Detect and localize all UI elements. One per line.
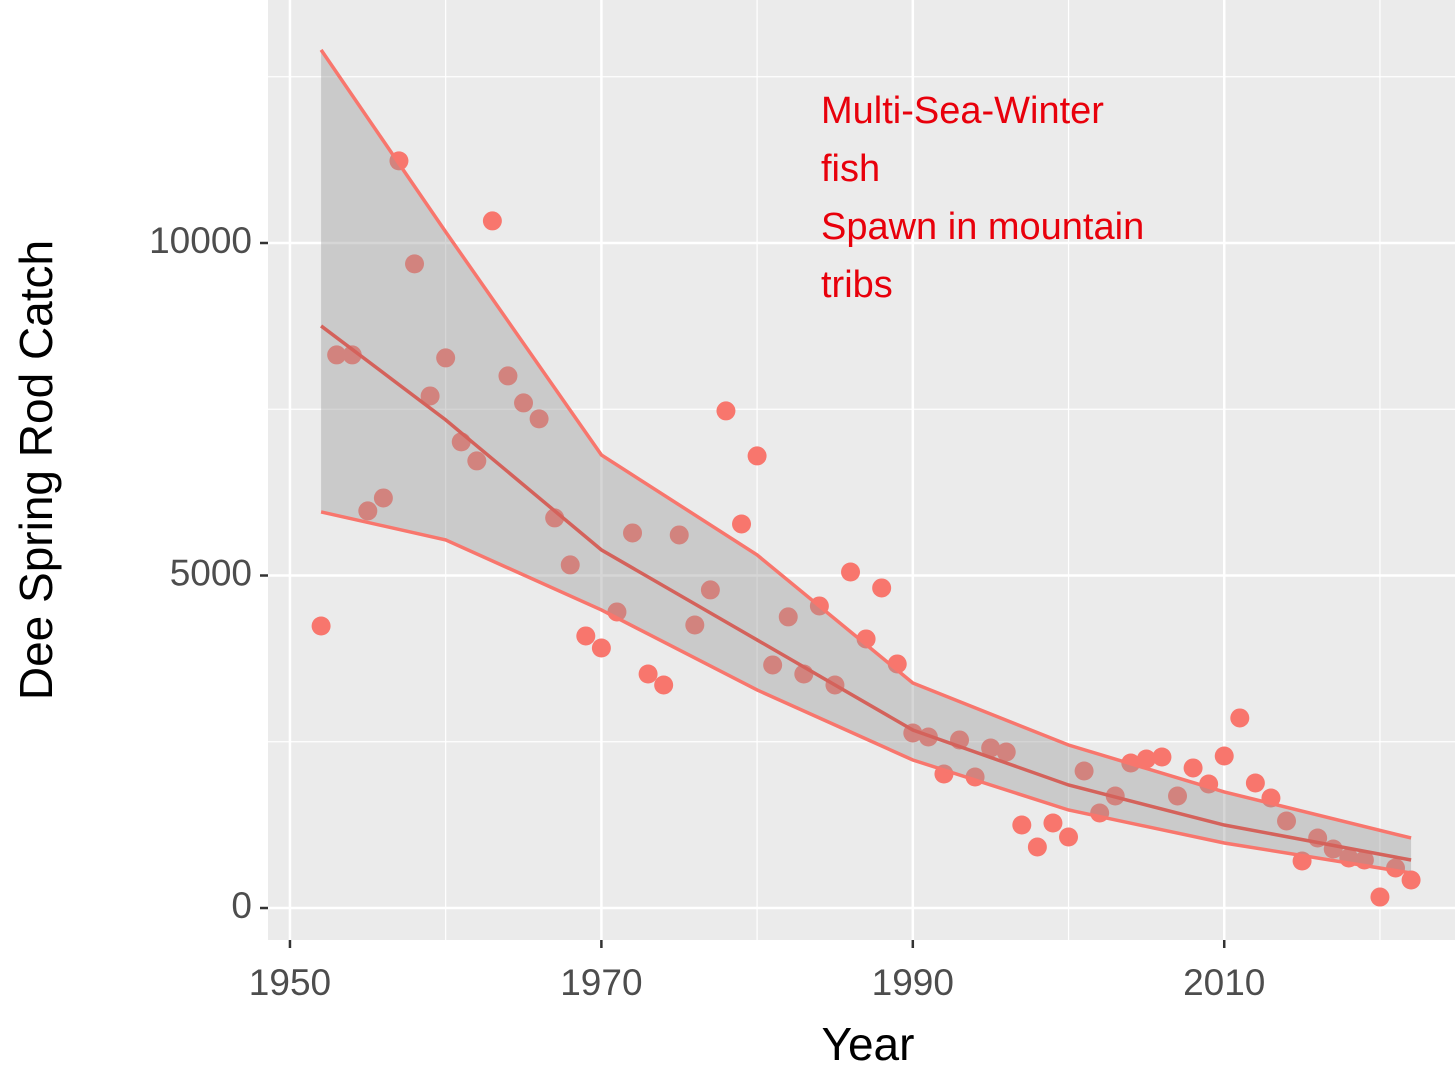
data-point — [467, 451, 487, 471]
data-point — [638, 664, 658, 684]
data-point — [887, 654, 907, 674]
data-point — [1183, 758, 1203, 778]
lower-bound-line — [320, 510, 1412, 875]
data-point — [981, 738, 1001, 758]
annotation: fish — [821, 148, 880, 190]
data-point — [716, 401, 736, 421]
data-point — [700, 580, 720, 600]
grid — [268, 0, 1455, 940]
data-point — [1214, 746, 1234, 766]
data-point — [1136, 749, 1156, 769]
data-point — [685, 615, 705, 635]
data-point — [405, 254, 425, 274]
data-point — [591, 638, 611, 658]
data-point — [327, 345, 347, 365]
data-point — [1059, 827, 1079, 847]
fit-line — [320, 324, 1412, 862]
annotation: tribs — [821, 264, 893, 306]
data-point — [856, 629, 876, 649]
data-point — [1027, 837, 1047, 857]
x-tick-label: 2010 — [1183, 962, 1265, 1003]
data-point — [1152, 747, 1172, 767]
data-point — [1074, 761, 1094, 781]
data-point — [529, 409, 549, 429]
x-tick-label: 1970 — [560, 962, 642, 1003]
data-point — [373, 488, 393, 508]
upper-bound-line — [319, 48, 1412, 840]
data-point — [1230, 708, 1250, 728]
annotation: Spawn in mountain — [821, 206, 1144, 248]
data-point — [420, 386, 440, 406]
data-point — [778, 607, 798, 627]
data-point — [436, 348, 456, 368]
data-point — [311, 616, 331, 636]
data-point — [576, 626, 596, 646]
data-point — [747, 446, 767, 466]
data-point — [1012, 815, 1032, 835]
data-point — [654, 675, 674, 695]
data-point — [841, 562, 861, 582]
data-point — [1168, 786, 1188, 806]
data-point — [514, 393, 534, 413]
confidence-band — [321, 49, 1412, 874]
data-point — [358, 501, 378, 521]
y-tick-label: 0 — [231, 885, 252, 926]
data-point — [482, 211, 502, 231]
y-tick-label: 10000 — [149, 220, 252, 261]
data-point — [560, 555, 580, 575]
data-point — [342, 345, 362, 365]
data-point — [872, 578, 892, 598]
data-point — [1370, 887, 1390, 907]
annotation: Multi-Sea-Winter — [821, 90, 1104, 132]
data-point — [996, 742, 1016, 762]
data-point — [732, 514, 752, 534]
x-tick-label: 1950 — [249, 962, 331, 1003]
data-point — [1277, 811, 1297, 831]
data-point — [1245, 773, 1265, 793]
data-point — [1401, 870, 1421, 890]
data-point — [669, 525, 689, 545]
data-point — [1043, 813, 1063, 833]
x-axis-title: Year — [822, 1018, 915, 1070]
y-axis-title: Dee Spring Rod Catch — [10, 240, 62, 700]
data-point — [763, 655, 783, 675]
y-tick-label: 5000 — [170, 552, 252, 593]
marks — [311, 48, 1421, 907]
data-point — [623, 523, 643, 543]
x-tick-label: 1990 — [872, 962, 954, 1003]
data-point — [498, 366, 518, 386]
